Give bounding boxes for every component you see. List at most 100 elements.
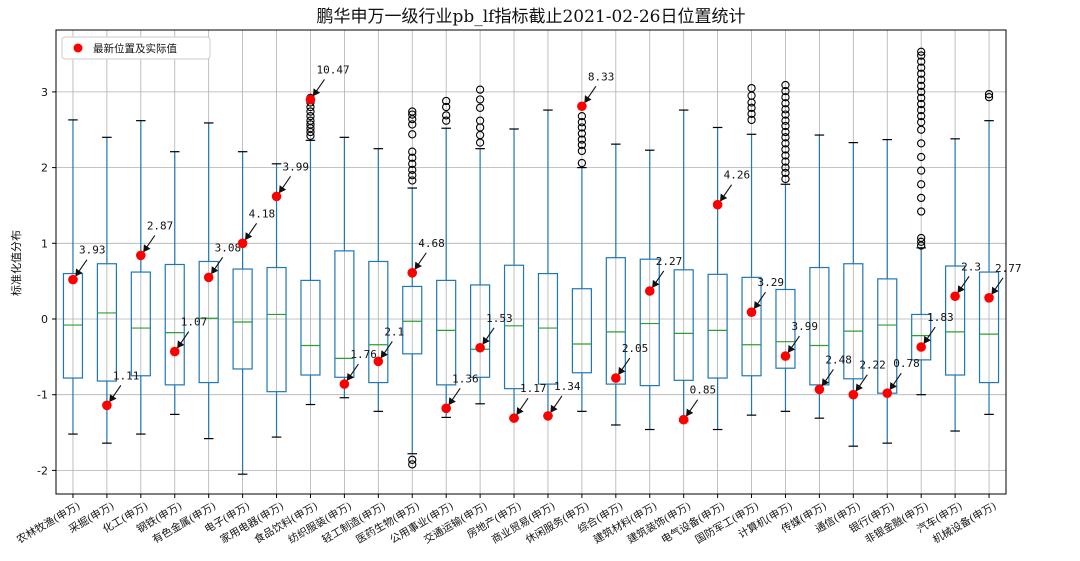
outlier-point [475,95,485,104]
annotation-arrow [584,85,597,104]
box-3 [130,120,151,435]
latest-value-label: 2.22 [859,359,886,372]
latest-marker [780,351,791,361]
iqr-box [470,284,491,378]
latest-value-label: 2.3 [961,260,981,273]
outlier-point [781,99,790,108]
box-17 [605,143,626,426]
outlier-point [781,86,790,96]
latest-value-label: 4.18 [249,207,276,220]
outlier-point [475,103,485,112]
outlier-point [306,116,315,125]
outlier-point [577,146,587,156]
latest-20: 4.26 [712,169,750,210]
legend: 最新位置及实际值 [61,36,211,60]
latest-marker [950,291,960,302]
latest-marker [203,272,214,283]
outlier-point [408,455,417,464]
latest-value-label: 8.33 [588,70,615,83]
outlier-point [781,168,790,178]
iqr-box [368,260,389,384]
annotation-arrow [177,331,190,349]
annotation-arrow [414,252,427,270]
annotation-arrow [652,270,665,288]
latest-10: 2.1 [373,325,404,367]
latest-21: 3.29 [746,276,784,317]
latest-marker [814,384,825,395]
iqr-box [503,264,525,390]
outlier-point [408,176,417,185]
latest-25: 0.78 [882,357,920,398]
latest-2: 1.11 [102,369,139,411]
latest-marker [882,388,893,398]
latest-16: 8.33 [577,70,615,112]
latest-value-label: 3.08 [215,241,242,254]
outlier-point [917,111,926,121]
outlier-point [917,69,926,78]
box-27 [945,138,966,432]
outlier-point [917,105,926,115]
y-tick-label: -2 [37,464,48,477]
outlier-point [408,159,417,168]
box-16 [571,111,592,412]
latest-value-label: 3.93 [79,244,106,257]
outlier-point [917,118,926,127]
latest-marker [237,238,248,249]
outlier-point [781,121,790,131]
box-15 [537,109,559,417]
latest-marker [373,356,384,367]
latest-value-label: 1.53 [486,312,513,325]
latest-1: 3.93 [68,244,105,285]
latest-value-label: 1.36 [452,372,479,385]
latest-14: 1.17 [509,382,547,423]
latest-value-label: 4.68 [418,237,445,250]
box-28 [978,90,1000,415]
annotation-arrow [312,79,325,97]
box-13 [470,85,491,405]
outlier-point [917,93,926,103]
outlier-point [781,139,790,148]
iqr-box [775,288,796,369]
y-axis-label: 标准化值分布 [9,230,23,296]
outlier-point [917,237,926,246]
box-4 [164,151,185,415]
latest-marker [441,403,451,414]
latest-24: 2.22 [848,359,886,400]
y-tick-label: -1 [37,389,48,402]
latest-6: 4.18 [237,207,276,249]
latest-marker [984,293,994,303]
y-tick-label: 0 [41,313,48,326]
outlier-point [917,99,926,109]
outlier-point [408,171,417,180]
iqr-box [978,271,1000,384]
latest-marker [407,268,418,278]
annotation-arrow [618,357,631,375]
outlier-point [781,174,790,184]
latest-value-label: 1.34 [554,380,581,393]
iqr-box [130,271,151,377]
outlier-point [917,81,926,90]
annotation-arrow [923,326,936,344]
latest-3: 2.87 [136,219,174,261]
latest-marker [543,411,553,421]
outlier-point [917,51,926,60]
box-12 [436,96,457,419]
outlier-point [577,135,587,144]
latest-value-label: 2.87 [147,219,174,232]
iqr-box [300,279,321,376]
latest-marker [577,101,587,112]
outlier-point [577,111,587,121]
annotation-arrow [787,335,800,353]
box-7 [266,163,287,438]
box-2 [96,136,117,444]
iqr-box [741,276,762,377]
outlier-point [747,83,756,93]
latest-value-label: 2.05 [622,342,649,355]
annotation-arrow [245,222,258,241]
outlier-point [408,107,417,116]
latest-marker [136,250,146,261]
latest-value-label: 10.47 [316,63,349,76]
outlier-point [442,96,451,106]
outlier-point [781,127,790,137]
annotation-arrow [753,291,766,310]
